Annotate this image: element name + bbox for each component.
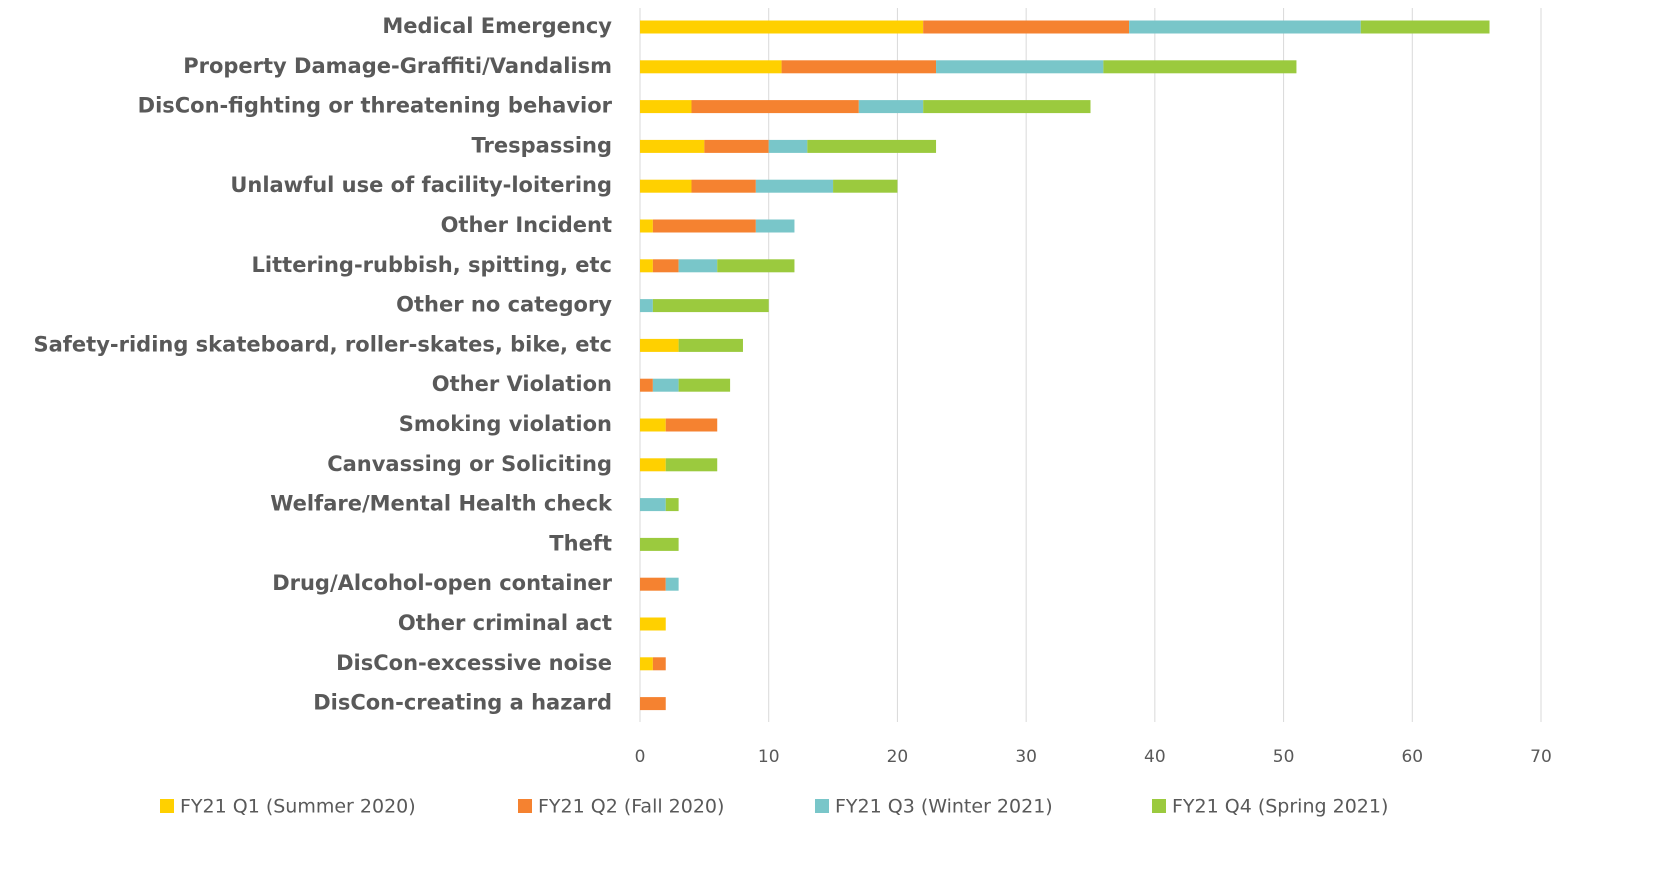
x-tick-label: 10 <box>758 747 780 767</box>
legend-label: FY21 Q1 (Summer 2020) <box>180 796 416 818</box>
y-tick-label: DisCon-excessive noise <box>336 651 612 675</box>
bar-segment <box>640 259 653 273</box>
legend-swatch <box>815 799 829 813</box>
bar-segment <box>678 338 743 352</box>
y-tick-label: Other criminal act <box>398 611 612 635</box>
bar-segment <box>640 617 666 631</box>
legend-swatch <box>1152 799 1166 813</box>
bar-segment <box>640 418 666 432</box>
x-tick-label: 50 <box>1273 747 1295 767</box>
x-tick-label: 40 <box>1144 747 1166 767</box>
legend-label: FY21 Q4 (Spring 2021) <box>1172 796 1388 818</box>
y-tick-label: Trespassing <box>472 133 613 157</box>
legend-swatch <box>518 799 532 813</box>
bar-segment <box>640 498 666 512</box>
bar-segment <box>678 378 731 392</box>
bar-segment <box>640 139 705 153</box>
bar-segment <box>640 537 679 551</box>
y-tick-label: Other Incident <box>441 213 612 237</box>
legend-label: FY21 Q3 (Winter 2021) <box>835 796 1053 818</box>
bar-segment <box>640 378 653 392</box>
x-tick-label: 70 <box>1530 747 1552 767</box>
bar-segment <box>717 259 795 273</box>
bar-segment <box>923 20 1130 34</box>
bar-segment <box>640 657 653 671</box>
bar-segment <box>640 100 692 114</box>
y-tick-label: Other Violation <box>432 372 612 396</box>
bar-segment <box>640 458 666 472</box>
y-tick-label: Safety-riding skateboard, roller-skates,… <box>33 332 612 356</box>
bar-segment <box>923 100 1091 114</box>
bar-segment <box>1360 20 1490 34</box>
bar-segment <box>858 100 924 114</box>
bar-segment <box>640 219 653 233</box>
bar-segment <box>833 179 898 193</box>
y-tick-label: Smoking violation <box>399 412 612 436</box>
bar-segment <box>704 139 769 153</box>
y-tick-label: DisCon-fighting or threatening behavior <box>138 94 613 118</box>
bar-segment <box>665 418 718 432</box>
y-tick-label: Theft <box>549 531 612 555</box>
bar-segment <box>640 60 782 74</box>
bar-segment <box>807 139 937 153</box>
bar-segment <box>652 259 679 273</box>
bar-segment <box>652 219 756 233</box>
bar-segment <box>665 577 679 591</box>
bar-segment <box>1103 60 1297 74</box>
y-tick-label: DisCon-creating a hazard <box>313 691 612 715</box>
bar-segment <box>665 458 718 472</box>
legend-swatch <box>160 799 174 813</box>
bar-segment <box>691 179 756 193</box>
x-tick-label: 30 <box>1015 747 1037 767</box>
y-tick-label: Unlawful use of facility-loitering <box>230 173 612 197</box>
y-tick-label: Medical Emergency <box>382 14 612 38</box>
bar-segment <box>640 20 924 34</box>
y-tick-label: Drug/Alcohol-open container <box>272 571 612 595</box>
bar-segment <box>640 179 692 193</box>
y-tick-label: Littering-rubbish, spitting, etc <box>252 253 612 277</box>
bar-segment <box>768 139 808 153</box>
bar-segment <box>691 100 859 114</box>
bar-segment <box>665 498 679 512</box>
bar-segment <box>652 299 769 313</box>
bar-segment <box>678 259 718 273</box>
x-tick-label: 60 <box>1401 747 1423 767</box>
bar-segment <box>936 60 1104 74</box>
bar-segment <box>640 577 666 591</box>
bar-segment <box>781 60 937 74</box>
y-tick-label: Welfare/Mental Health check <box>270 492 613 516</box>
y-tick-label: Canvassing or Soliciting <box>327 452 612 476</box>
bar-segment <box>755 219 795 233</box>
bar-segment <box>755 179 834 193</box>
bar-segment <box>640 299 653 313</box>
bar-segment <box>640 338 679 352</box>
y-tick-label: Property Damage-Graffiti/Vandalism <box>183 54 612 78</box>
bar-segment <box>652 378 679 392</box>
bar-segment <box>1129 20 1361 34</box>
legend-label: FY21 Q2 (Fall 2020) <box>538 796 724 818</box>
bar-segment <box>652 657 666 671</box>
y-tick-label: Other no category <box>396 293 612 317</box>
bar-segment <box>640 697 666 711</box>
x-tick-label: 0 <box>635 747 646 767</box>
x-tick-label: 20 <box>887 747 909 767</box>
